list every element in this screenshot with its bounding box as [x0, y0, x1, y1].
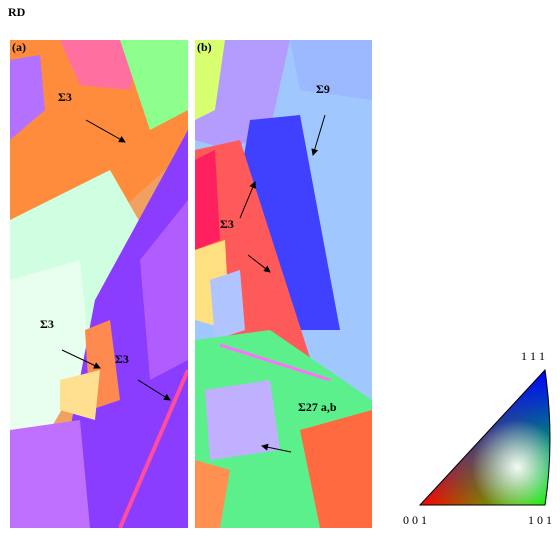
panel-label: (a): [12, 40, 26, 54]
corner-label: 1 0 1: [528, 513, 552, 527]
panel-label: (b): [197, 40, 212, 54]
annotation: Σ3: [220, 217, 234, 231]
annotation: Σ3: [58, 90, 72, 104]
corner-label: 1 1 1: [521, 349, 545, 363]
corner-label: 0 0 1: [403, 513, 427, 527]
annotation: Σ3: [40, 317, 54, 331]
rd-label: RD: [8, 5, 26, 19]
map-b: [195, 40, 372, 528]
annotation: Σ9: [316, 82, 330, 96]
annotation: Σ27 a,b: [298, 400, 337, 414]
map-a: [10, 40, 188, 528]
figure: RD (a) Σ3 Σ3 Σ3 (b) Σ9: [0, 0, 560, 536]
ipf-legend: [420, 370, 550, 505]
annotation: Σ3: [115, 352, 129, 366]
